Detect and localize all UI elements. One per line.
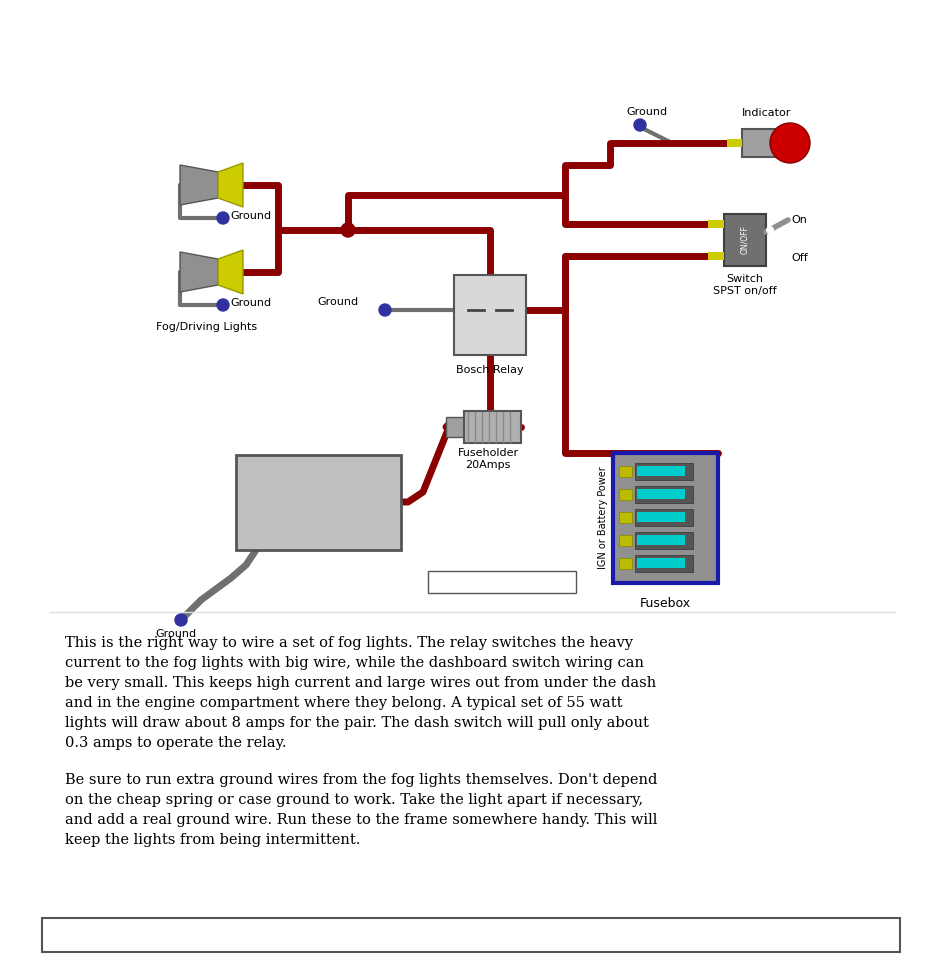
Bar bbox=[618, 466, 632, 477]
Circle shape bbox=[769, 123, 809, 163]
Bar bbox=[453, 275, 526, 355]
Text: Craig Ueltzen 1999: Craig Ueltzen 1999 bbox=[447, 577, 555, 587]
Text: ON/OFF: ON/OFF bbox=[740, 225, 749, 254]
Text: 87A: 87A bbox=[472, 305, 491, 315]
Bar bbox=[634, 532, 692, 549]
Circle shape bbox=[217, 212, 228, 224]
Circle shape bbox=[633, 119, 646, 131]
Polygon shape bbox=[179, 252, 218, 292]
Text: This is the right way to wire a set of fog lights. The relay switches the heavy
: This is the right way to wire a set of f… bbox=[65, 636, 655, 751]
Bar bbox=[634, 486, 692, 503]
Circle shape bbox=[766, 226, 773, 234]
Text: Switch
SPST on/off: Switch SPST on/off bbox=[713, 274, 776, 295]
Text: Ground: Ground bbox=[229, 298, 271, 308]
Bar bbox=[723, 214, 766, 266]
Text: Off: Off bbox=[790, 253, 807, 263]
Text: Be sure to run extra ground wires from the fog lights themselves. Don't depend
o: Be sure to run extra ground wires from t… bbox=[65, 773, 657, 847]
Bar bbox=[618, 535, 632, 546]
Text: Ground: Ground bbox=[316, 297, 358, 307]
Text: 30: 30 bbox=[485, 330, 497, 340]
Bar bbox=[707, 220, 723, 228]
Bar bbox=[707, 252, 723, 260]
Circle shape bbox=[379, 304, 391, 316]
Polygon shape bbox=[218, 250, 243, 294]
Bar bbox=[446, 417, 464, 437]
Bar bbox=[428, 571, 576, 593]
Text: Ground: Ground bbox=[626, 107, 666, 117]
Text: Indicator: Indicator bbox=[742, 108, 791, 118]
Bar bbox=[636, 512, 684, 522]
Text: Fuseholder
20Amps: Fuseholder 20Amps bbox=[457, 448, 518, 470]
Bar bbox=[634, 555, 692, 572]
Text: +: + bbox=[373, 490, 392, 510]
Bar bbox=[618, 512, 632, 523]
Bar bbox=[42, 918, 899, 952]
Text: Bosch Relay: Bosch Relay bbox=[456, 365, 523, 375]
Text: 87: 87 bbox=[485, 284, 497, 294]
Bar bbox=[613, 453, 717, 583]
Text: −: − bbox=[246, 490, 265, 510]
Circle shape bbox=[341, 223, 355, 237]
Bar bbox=[634, 509, 692, 526]
Polygon shape bbox=[179, 165, 218, 205]
Text: http://www.classictruckshop.com/clubs/earlyburbs/projects/bosch/foglites.htm: http://www.classictruckshop.com/clubs/ea… bbox=[153, 928, 788, 942]
Bar bbox=[236, 455, 400, 550]
Text: Battery: Battery bbox=[277, 492, 359, 512]
Text: IGN or Battery Power: IGN or Battery Power bbox=[598, 467, 607, 569]
Text: On: On bbox=[790, 215, 806, 225]
Text: 85: 85 bbox=[509, 305, 522, 315]
Circle shape bbox=[175, 614, 187, 626]
Bar bbox=[636, 558, 684, 568]
Bar bbox=[618, 489, 632, 500]
Bar bbox=[741, 129, 779, 157]
Text: 86: 86 bbox=[458, 305, 469, 315]
Circle shape bbox=[217, 299, 228, 311]
Text: Ground: Ground bbox=[229, 211, 271, 221]
Bar bbox=[636, 489, 684, 499]
Bar bbox=[636, 535, 684, 545]
Bar bbox=[618, 558, 632, 569]
Polygon shape bbox=[218, 163, 243, 207]
Text: Ground: Ground bbox=[155, 629, 196, 639]
Text: Fusebox: Fusebox bbox=[639, 597, 690, 610]
Bar bbox=[634, 463, 692, 480]
Bar bbox=[464, 411, 520, 443]
Bar bbox=[636, 466, 684, 476]
Bar bbox=[726, 139, 741, 147]
Text: Fog/Driving Lights: Fog/Driving Lights bbox=[156, 322, 257, 332]
